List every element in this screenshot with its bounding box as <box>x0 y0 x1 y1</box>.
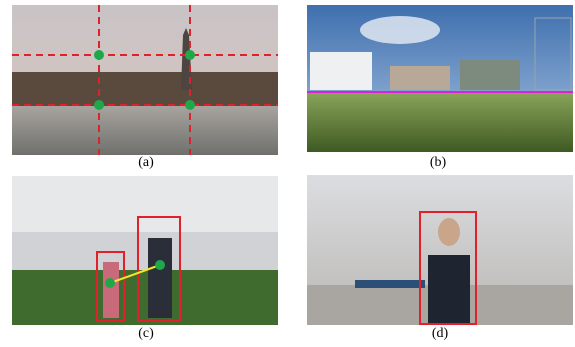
building <box>310 52 372 90</box>
point <box>185 100 195 110</box>
figure: (a) (b) (c) (d) <box>0 0 575 347</box>
trees <box>460 60 520 90</box>
caption: (d) <box>432 326 449 341</box>
child <box>148 238 172 318</box>
caption: (b) <box>430 155 447 170</box>
building <box>390 66 450 90</box>
panel-d: (d) <box>307 175 573 341</box>
child <box>103 262 119 318</box>
caption: (a) <box>138 155 154 170</box>
panel-a: (a) <box>12 5 278 170</box>
point <box>185 50 195 60</box>
panel-b: (b) <box>307 5 573 170</box>
point <box>105 278 115 288</box>
table <box>355 280 425 288</box>
head <box>438 218 460 246</box>
grass <box>307 92 573 152</box>
panel-c: (c) <box>12 176 278 341</box>
person <box>428 255 470 325</box>
cloud <box>360 16 440 44</box>
buildings <box>12 232 278 272</box>
caption: (c) <box>138 326 154 341</box>
page: (a) (b) (c) (d) (() => { const da <box>0 0 575 347</box>
point <box>94 50 104 60</box>
tree-line <box>12 72 278 106</box>
point <box>155 260 165 270</box>
water <box>12 106 278 155</box>
point <box>94 100 104 110</box>
grass <box>12 270 278 325</box>
